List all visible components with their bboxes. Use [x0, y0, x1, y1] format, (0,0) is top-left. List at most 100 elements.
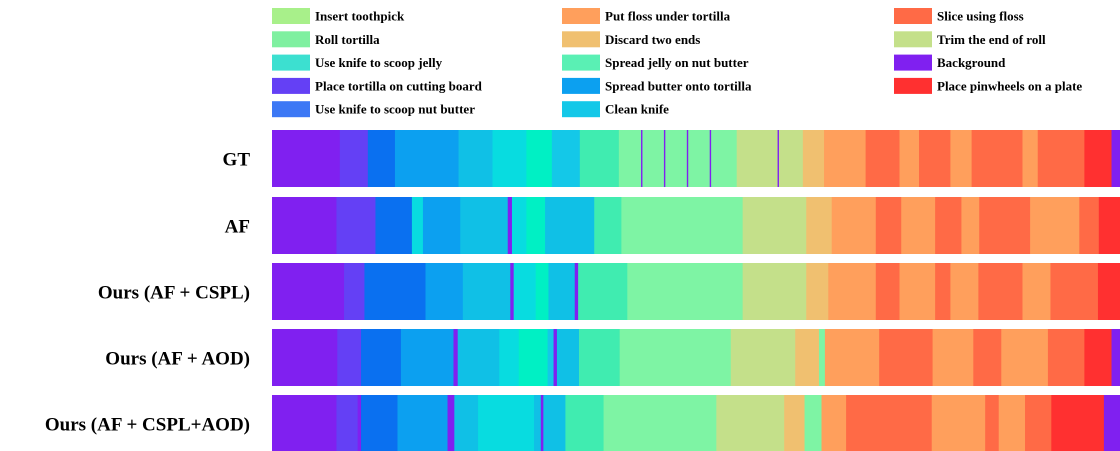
segment-seg_g: [526, 130, 553, 187]
segment-seg_a: [540, 395, 544, 451]
segment-seg_n: [919, 130, 951, 187]
segment-seg_n: [985, 395, 1000, 451]
segment-seg_c: [367, 130, 396, 187]
segment-seg_n: [1050, 263, 1099, 320]
legend-swatch-background: [894, 54, 932, 71]
segment-seg_n: [971, 130, 1024, 187]
segment-seg_e: [462, 263, 511, 320]
segment-seg_a: [507, 197, 513, 254]
segment-seg_g: [518, 329, 549, 386]
segment-seg_n: [978, 263, 1024, 320]
legend-swatch-discard_ends: [562, 31, 600, 48]
legend-swatch-spread_jelly: [562, 54, 600, 71]
segment-seg_c: [364, 263, 427, 320]
legend-label-use_knife_jelly: Use knife to scoop jelly: [315, 55, 443, 70]
segment-seg_e: [556, 329, 580, 386]
segment-seg_n: [879, 329, 934, 386]
segment-seg_l: [806, 197, 833, 254]
segment-seg_e: [543, 395, 567, 451]
segment-seg_l: [802, 130, 825, 187]
segment-seg_n: [875, 197, 902, 254]
segment-seg_n: [875, 263, 901, 320]
segment-seg_i: [578, 263, 628, 320]
legend-label-slice_floss: Slice using floss: [937, 9, 1024, 24]
row-3: Ours (AF + AOD): [105, 329, 1120, 386]
segment-tick: [641, 130, 643, 187]
legend-label-discard_ends: Discard two ends: [605, 32, 700, 47]
segment-seg_m: [828, 263, 877, 320]
segment-seg_d: [400, 329, 455, 386]
segment-seg_c: [375, 197, 413, 254]
legend-label-use_knife_nut: Use knife to scoop nut butter: [315, 102, 475, 117]
segment-seg_j: [619, 329, 732, 386]
segment-seg_n: [1047, 329, 1085, 386]
segment-seg_e: [534, 395, 542, 451]
segment-seg_a: [272, 395, 338, 451]
segment-seg_k: [742, 263, 807, 320]
segment-seg_m: [1022, 130, 1039, 187]
segment-seg_n: [1079, 197, 1100, 254]
segment-tick: [709, 130, 712, 187]
legend-swatch-use_knife_nut: [272, 101, 310, 118]
legend: Insert toothpick Roll tortilla Use knife t…: [272, 8, 1082, 118]
legend-label-background: Background: [937, 55, 1006, 70]
segment-seg_m: [961, 197, 980, 254]
segment-seg_h: [547, 329, 555, 386]
segment-seg_d: [422, 197, 461, 254]
segment-seg_m: [950, 130, 973, 187]
legend-label-put_floss: Put floss under tortilla: [605, 9, 731, 24]
row-label: Ours (AF + CSPL+AOD): [45, 415, 250, 436]
row-0: GT: [223, 130, 1120, 187]
segment-seg_b: [337, 329, 362, 386]
segment-seg_n: [935, 197, 963, 254]
segment-seg_a: [453, 329, 459, 386]
segment-seg_j: [818, 329, 826, 386]
segment-seg_n: [935, 263, 951, 320]
segment-seg_e: [460, 197, 509, 254]
segment-seg_a: [1111, 130, 1120, 187]
segment-seg_j: [621, 197, 744, 254]
segment-seg_j: [603, 395, 717, 451]
segment-seg_l: [795, 329, 820, 386]
segment-seg_o: [1084, 130, 1113, 187]
legend-label-trim_end: Trim the end of roll: [937, 32, 1046, 47]
segment-seg_a: [510, 263, 515, 320]
segment-seg_b: [344, 263, 366, 320]
row-1: AF: [225, 197, 1120, 254]
legend-label-place_tortilla: Place tortilla on cutting board: [315, 78, 483, 93]
segment-seg_g: [526, 197, 546, 254]
legend-swatch-place_tortilla: [272, 77, 310, 94]
segment-seg_l: [806, 263, 829, 320]
segment-seg_i: [578, 329, 621, 386]
legend-swatch-put_floss: [562, 8, 600, 24]
segment-seg_m: [950, 263, 979, 320]
legend-label-spread_butter: Spread butter onto tortilla: [605, 78, 752, 93]
row-4: Ours (AF + CSPL+AOD): [45, 395, 1120, 451]
segment-seg_m: [899, 263, 936, 320]
segment-seg_f: [513, 263, 537, 320]
segment-seg_n: [1025, 395, 1052, 451]
segment-seg_m: [821, 395, 847, 451]
segment-seg_h: [551, 130, 581, 187]
segment-seg_m: [901, 197, 936, 254]
segment-seg_a: [1111, 329, 1120, 386]
legend-label-insert_toothpick: Insert toothpick: [315, 9, 405, 24]
segment-seg_m: [1022, 263, 1052, 320]
legend-swatch-spread_butter: [562, 77, 600, 94]
segment-seg_o: [1051, 395, 1105, 451]
segment-seg_b: [336, 395, 359, 451]
segment-seg_a: [272, 130, 341, 187]
segment-seg_m: [931, 395, 986, 451]
segment-seg_d: [394, 130, 460, 187]
segment-seg_o: [1084, 329, 1113, 386]
segment-seg_g: [535, 263, 550, 320]
segment-seg_j: [627, 263, 744, 320]
legend-label-place_pinwheels: Place pinwheels on a plate: [937, 78, 1082, 93]
legend-swatch-place_pinwheels: [894, 77, 932, 94]
legend-swatch-insert_toothpick: [272, 8, 310, 24]
segment-seg_o: [1098, 197, 1120, 254]
segment-seg_m: [998, 395, 1026, 451]
segment-seg_f: [478, 395, 535, 451]
legend-label-spread_jelly: Spread jelly on nut butter: [605, 55, 749, 70]
